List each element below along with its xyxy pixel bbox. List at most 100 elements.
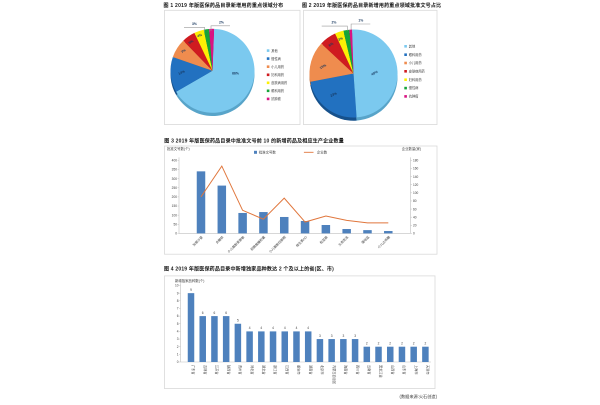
svg-text:2: 2 [425, 342, 427, 346]
svg-text:140: 140 [413, 175, 419, 179]
svg-text:图 2 2019 年版医保药品目录新增用药重点领域批准文号: 图 2 2019 年版医保药品目录新增用药重点领域批准文号占比 [302, 2, 441, 9]
svg-text:陕西省: 陕西省 [226, 365, 231, 375]
svg-text:2: 2 [401, 342, 403, 346]
svg-text:2: 2 [177, 345, 179, 349]
svg-text:6%: 6% [328, 42, 334, 48]
svg-text:企业数: 企业数 [317, 150, 328, 155]
svg-text:浙江省: 浙江省 [273, 365, 278, 375]
svg-text:3%: 3% [192, 22, 197, 26]
svg-text:黑龙江省: 黑龙江省 [379, 365, 384, 379]
svg-text:眼科用药: 眼科用药 [409, 52, 422, 57]
svg-text:图 4 2019 年版医保药品目录中新增独家品种数达 2: 图 4 2019 年版医保药品目录中新增独家品种数达 2 个及以上的省(区、市) [164, 266, 334, 273]
svg-text:3%: 3% [338, 36, 344, 42]
svg-text:6: 6 [214, 311, 216, 315]
svg-text:200: 200 [172, 195, 178, 199]
svg-text:49%: 49% [371, 70, 379, 77]
svg-text:5: 5 [177, 322, 179, 326]
svg-text:吉林省: 吉林省 [203, 365, 208, 375]
svg-text:北京市: 北京市 [320, 365, 325, 375]
svg-text:其他: 其他 [271, 48, 278, 53]
svg-text:皮肤病用药: 皮肤病用药 [271, 80, 287, 85]
svg-text:4: 4 [249, 326, 251, 330]
svg-text:2: 2 [378, 342, 380, 346]
svg-text:上海市: 上海市 [414, 365, 419, 375]
svg-text:5%: 5% [188, 39, 194, 45]
svg-text:100: 100 [413, 191, 419, 195]
svg-text:3: 3 [319, 334, 321, 338]
svg-text:10: 10 [175, 284, 179, 288]
svg-text:0: 0 [175, 232, 177, 236]
svg-text:3: 3 [343, 334, 345, 338]
svg-text:50: 50 [173, 222, 177, 226]
svg-text:其他: 其他 [409, 44, 416, 49]
svg-text:图 3 2019 年版医保药品目录中批准文号前 10 的新: 图 3 2019 年版医保药品目录中批准文号前 10 的新增药品及相应生产企业数… [164, 138, 344, 145]
svg-text:江苏省: 江苏省 [215, 365, 220, 375]
svg-text:40: 40 [413, 215, 417, 219]
svg-text:4: 4 [307, 326, 309, 330]
svg-text:100: 100 [172, 213, 178, 217]
svg-text:2%: 2% [332, 21, 337, 25]
svg-text:海南省: 海南省 [344, 365, 349, 375]
svg-text:四川省: 四川省 [355, 365, 360, 375]
svg-text:湖南省: 湖南省 [308, 365, 313, 375]
svg-text:妇科用药: 妇科用药 [409, 77, 422, 82]
svg-text:4: 4 [260, 326, 262, 330]
svg-text:小儿用药: 小儿用药 [271, 64, 284, 69]
svg-text:山东省: 山东省 [402, 365, 407, 375]
svg-text:6: 6 [202, 311, 204, 315]
svg-text:5: 5 [237, 319, 239, 323]
svg-text:15%: 15% [319, 63, 327, 70]
svg-text:蒲地蓝: 蒲地蓝 [360, 234, 371, 245]
svg-text:眼科用药: 眼科用药 [271, 88, 284, 93]
svg-text:80: 80 [413, 199, 417, 203]
svg-text:妇科用药: 妇科用药 [271, 72, 284, 77]
svg-text:7: 7 [177, 307, 179, 311]
svg-text:20: 20 [413, 223, 417, 227]
svg-text:新增独家品种数(个): 新增独家品种数(个) [175, 278, 204, 283]
svg-text:贵州省: 贵州省 [238, 365, 243, 375]
svg-text:2: 2 [413, 342, 415, 346]
svg-text:250: 250 [172, 186, 178, 190]
svg-text:图 1 2019 年版医保药品目录新增用药重点领域分布: 图 1 2019 年版医保药品目录新增用药重点领域分布 [164, 2, 284, 9]
svg-text:6: 6 [177, 314, 179, 318]
svg-text:300: 300 [172, 177, 178, 181]
svg-text:9: 9 [177, 291, 179, 295]
svg-text:重庆市: 重庆市 [297, 365, 302, 375]
svg-text:抗肿瘤: 抗肿瘤 [271, 96, 281, 101]
svg-text:1%: 1% [358, 19, 363, 23]
svg-text:4: 4 [272, 326, 274, 330]
svg-text:(数据来源:火石创造): (数据来源:火石创造) [400, 393, 438, 400]
svg-text:14%: 14% [178, 69, 186, 75]
svg-text:7%: 7% [180, 48, 186, 54]
svg-text:皮肤病用药: 皮肤病用药 [409, 69, 425, 74]
svg-text:180: 180 [413, 159, 419, 163]
svg-text:企业数量(家): 企业数量(家) [402, 146, 421, 151]
svg-text:6: 6 [225, 311, 227, 315]
svg-text:山西省: 山西省 [390, 365, 395, 375]
svg-text:350: 350 [172, 168, 178, 172]
svg-text:4: 4 [177, 330, 179, 334]
svg-text:抗肿瘤: 抗肿瘤 [409, 94, 419, 99]
svg-text:2%: 2% [219, 20, 224, 24]
svg-text:66%: 66% [232, 72, 239, 76]
svg-text:1: 1 [177, 352, 179, 356]
svg-text:23%: 23% [330, 91, 338, 97]
svg-text:批准文号数(个): 批准文号数(个) [167, 146, 190, 151]
svg-text:0: 0 [413, 232, 415, 236]
svg-text:4: 4 [296, 326, 298, 330]
svg-text:4%: 4% [197, 33, 203, 38]
svg-text:广东省: 广东省 [191, 365, 196, 375]
svg-text:3: 3 [331, 334, 333, 338]
svg-text:150: 150 [172, 204, 178, 208]
svg-text:江西省: 江西省 [285, 365, 290, 375]
svg-text:3: 3 [177, 337, 179, 341]
svg-text:板蓝根: 板蓝根 [318, 234, 329, 245]
svg-text:160: 160 [413, 167, 419, 171]
svg-text:湖北省: 湖北省 [262, 365, 267, 375]
svg-text:60: 60 [413, 207, 417, 211]
svg-text:0: 0 [177, 360, 179, 364]
svg-text:2: 2 [366, 342, 368, 346]
svg-text:400: 400 [172, 159, 178, 163]
svg-text:2: 2 [389, 342, 391, 346]
svg-text:小儿用药: 小儿用药 [409, 60, 422, 65]
